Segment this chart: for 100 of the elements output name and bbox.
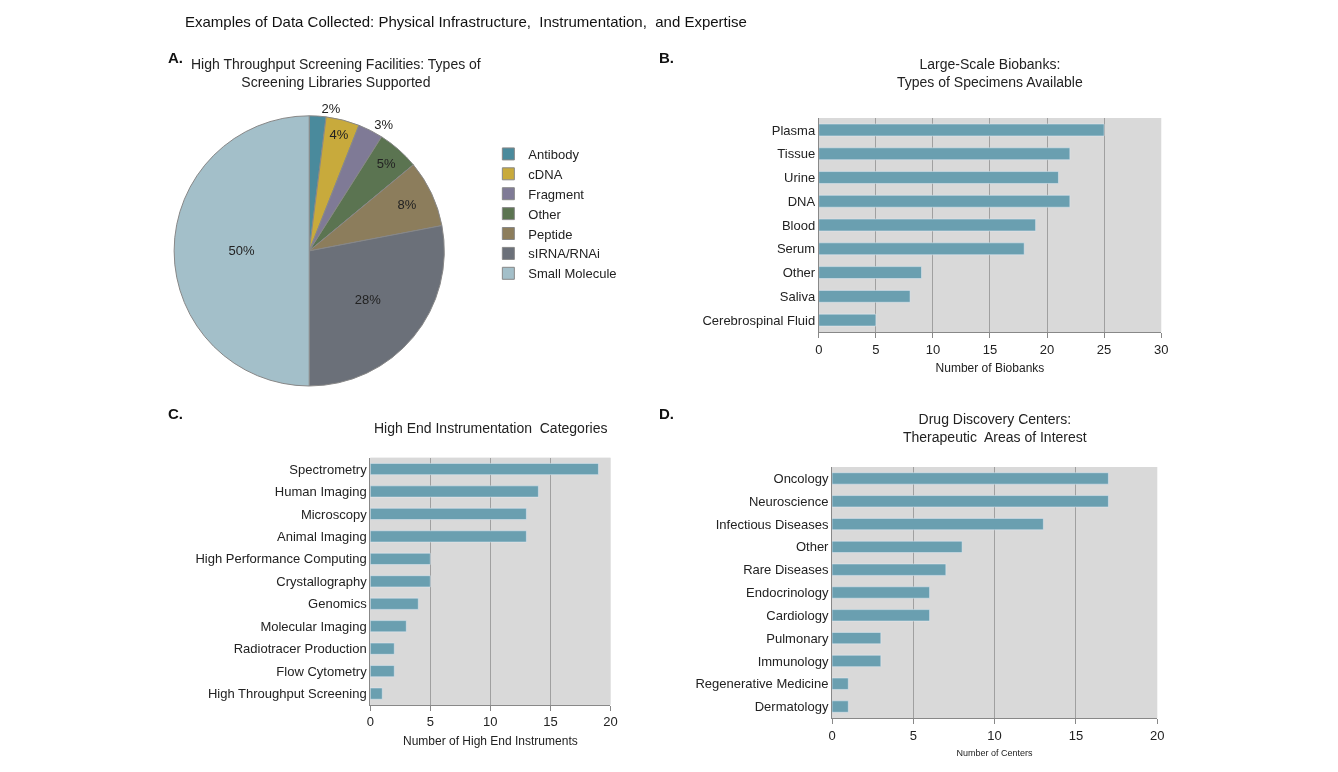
bar xyxy=(818,266,922,279)
legend-label: Peptide xyxy=(528,226,573,242)
bar xyxy=(370,530,527,543)
x-axis-title: Number of Biobanks xyxy=(935,361,1045,376)
y-tick-label: Oncology xyxy=(773,471,829,487)
x-tick-label: 5 xyxy=(909,727,917,743)
bar xyxy=(818,147,1071,160)
bar xyxy=(370,687,383,700)
bar xyxy=(370,597,419,610)
x-tick-label: 0 xyxy=(366,714,374,730)
legend-label: Small Molecule xyxy=(528,266,617,282)
y-tick-label: Other xyxy=(795,539,830,555)
x-tick-label: 5 xyxy=(426,714,434,730)
bar xyxy=(832,632,882,645)
bar xyxy=(832,700,849,713)
y-tick-label: Endocrinology xyxy=(746,585,829,601)
y-tick-label: Human Imaging xyxy=(274,484,367,500)
bar xyxy=(370,553,431,565)
text: B. xyxy=(659,49,674,66)
bar xyxy=(818,171,1059,184)
chart-title: High End Instrumentation Categories xyxy=(374,420,608,436)
data-label: 8% xyxy=(397,197,417,213)
y-tick-label: Molecular Imaging xyxy=(260,618,367,634)
bar xyxy=(370,642,395,655)
bar xyxy=(370,620,407,633)
bar xyxy=(370,665,395,678)
x-tick-label: 15 xyxy=(982,341,998,357)
x-tick-label: 30 xyxy=(1153,341,1169,357)
chart-title: Large-Scale Biobanks: Types of Specimens Available xyxy=(897,56,1083,91)
x-tick-label: 10 xyxy=(987,727,1002,743)
x-tick-label: 5 xyxy=(872,341,880,357)
y-tick-label: Rare Diseases xyxy=(743,562,829,578)
chart-title: Drug Discovery Centers: Therapeutic Areas of Interest xyxy=(903,411,1087,446)
bar xyxy=(370,575,431,588)
y-tick-label: Animal Imaging xyxy=(277,528,367,544)
bar xyxy=(832,495,1109,508)
y-tick-label: Immunology xyxy=(757,653,829,669)
data-label: 28% xyxy=(354,292,382,308)
y-tick-label: Microscopy xyxy=(300,506,368,522)
bar xyxy=(818,290,911,303)
bar xyxy=(832,540,963,553)
y-tick-label: Dermatology xyxy=(754,699,829,715)
data-label: 5% xyxy=(376,155,397,171)
y-tick-label: Flow Cytometry xyxy=(276,663,368,679)
bar xyxy=(832,563,947,576)
legend-label: Other xyxy=(528,206,562,222)
bar xyxy=(832,472,1109,485)
bar xyxy=(832,609,930,622)
y-tick-label: DNA xyxy=(787,193,816,209)
y-tick-label: High Performance Computing xyxy=(195,551,367,567)
y-tick-label: Crystallography xyxy=(276,573,368,589)
data-label: 3% xyxy=(374,117,394,133)
legend-label: sIRNA/RNAi xyxy=(528,246,600,262)
x-tick-label: 0 xyxy=(815,341,823,357)
y-tick-label: Neuroscience xyxy=(748,493,829,509)
bar xyxy=(818,195,1071,208)
bar xyxy=(832,586,930,599)
data-label: 2% xyxy=(321,101,341,117)
y-tick-label: Cerebrospinal Fluid xyxy=(702,312,816,328)
legend-label: Fragment xyxy=(528,186,585,202)
x-tick-label: 20 xyxy=(1149,727,1165,743)
y-tick-label: Pulmonary xyxy=(766,630,829,646)
x-tick-label: 20 xyxy=(603,714,618,730)
y-tick-label: Other xyxy=(782,265,816,281)
chart-title: High Throughput Screening Facilities: Types of Screening Libraries Supported xyxy=(191,56,481,91)
x-tick-label: 25 xyxy=(1096,341,1112,357)
bar xyxy=(832,654,882,667)
x-tick-label: 15 xyxy=(543,714,558,730)
legend-label: Antibody xyxy=(528,146,580,162)
data-label: 50% xyxy=(228,243,255,259)
y-tick-label: Infectious Diseases xyxy=(715,516,829,532)
y-tick-label: Blood xyxy=(781,217,816,233)
y-tick-label: Regenerative Medicine xyxy=(695,676,829,692)
bar xyxy=(370,508,527,520)
bar xyxy=(818,313,877,327)
bar xyxy=(832,677,849,690)
y-tick-label: Tissue xyxy=(777,146,816,162)
data-label: 4% xyxy=(329,127,349,143)
text: A. xyxy=(168,49,183,66)
y-tick-label: Urine xyxy=(784,170,816,186)
x-axis-title: Number of Centers xyxy=(956,748,1034,759)
text: D. xyxy=(659,405,674,422)
text: C. xyxy=(168,405,183,422)
text: Examples of Data Collected: Physical Infrastructure, Instrumentation, and Expertise xyxy=(185,13,747,30)
y-tick-label: Radiotracer Production xyxy=(233,641,367,657)
bar xyxy=(818,123,1105,137)
y-tick-label: Spectrometry xyxy=(289,461,368,477)
y-tick-label: Cardiology xyxy=(766,607,829,623)
bar xyxy=(370,485,539,498)
y-tick-label: Saliva xyxy=(779,288,816,304)
x-tick-label: 15 xyxy=(1068,727,1084,743)
x-tick-label: 0 xyxy=(828,727,836,743)
bar xyxy=(832,518,1044,531)
x-tick-label: 10 xyxy=(925,341,941,357)
y-tick-label: Genomics xyxy=(308,596,368,612)
x-axis-title: Number of High End Instruments xyxy=(402,734,578,749)
x-tick-label: 20 xyxy=(1039,341,1055,357)
bar xyxy=(818,242,1025,255)
y-tick-label: Serum xyxy=(776,241,816,257)
y-tick-label: Plasma xyxy=(771,122,816,138)
